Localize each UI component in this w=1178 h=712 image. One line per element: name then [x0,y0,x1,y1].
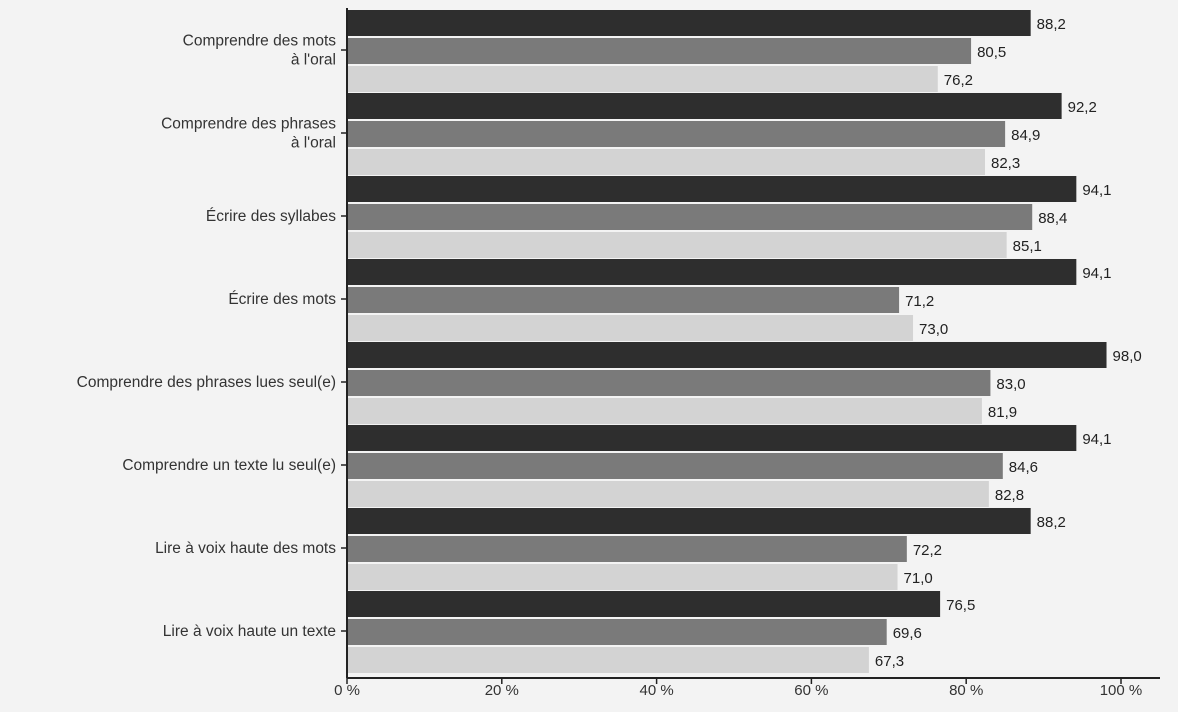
x-tick-label: 100 % [1100,682,1143,699]
bar-group: 98,0 83,0 81,9 Comprendre des phrases lues … [77,342,1142,424]
data-label: 82,3 [991,155,1020,172]
bar [348,508,1031,534]
bar-group: 88,2 80,576,2 Comprendre des mots à l'oral [183,10,1066,92]
x-tick-label: 80 % [949,682,983,699]
category-label: Comprendre des phrases [161,116,336,133]
bar [348,591,941,617]
data-label: 92,2 [1068,99,1097,116]
category-label: Lire à voix haute des mots [155,540,336,557]
data-label: 94,1 [1082,431,1111,448]
data-label: 84,6 [1009,459,1038,476]
data-label: 94,1 [1082,265,1111,282]
bar-group: 92,2 84,9 82,3 Comprendre des phrases à l'or… [161,93,1097,175]
data-label: 83,0 [996,376,1025,393]
bar [348,619,887,645]
data-label: 76,2 [944,72,973,89]
x-tick-label: 0 % [334,682,360,699]
data-label: 80,5 [977,44,1006,61]
category-label: Comprendre des mots [183,33,337,50]
bar [348,453,1003,479]
data-label: 69,6 [893,625,922,642]
data-label: 88,4 [1038,210,1067,227]
bar [348,10,1031,36]
bar [348,232,1007,258]
bar-group: 88,2 72,2 71,0 Lire à voix haute des mots [155,508,1066,590]
data-label: 84,9 [1011,127,1040,144]
category-label: Lire à voix haute un texte [163,623,336,640]
category-label: Comprendre des phrases lues seul(e) [77,374,336,391]
data-label: 88,2 [1037,16,1066,33]
data-label: 73,0 [919,321,948,338]
bar [348,204,1033,230]
x-tick-label: 20 % [485,682,519,699]
category-label: Comprendre un texte lu seul(e) [122,457,336,474]
bar [348,425,1077,451]
bar [348,398,982,424]
category-label: Écrire des syllabes [206,208,336,225]
category-label: Écrire des mots [228,291,336,308]
bar [348,536,907,562]
category-label: à l'oral [291,52,336,69]
data-label: 88,2 [1037,514,1066,531]
bar-group: 76,5 69,6 67,3 Lire à voix haute un texte [163,591,975,673]
bar [348,342,1107,368]
data-label: 72,2 [913,542,942,559]
bar [348,93,1062,119]
bar [348,121,1006,147]
data-label: 67,3 [875,653,904,670]
data-label: 98,0 [1113,348,1142,365]
bar [348,38,972,64]
bar-group: 94,1 88,4 85,1 Écrire des syllabes [206,176,1112,258]
bar-group: 94,1 84,6 82,8 Comprendre un texte lu seul(… [122,425,1112,507]
data-label: 82,8 [995,487,1024,504]
bar [348,66,938,92]
data-label: 81,9 [988,404,1017,421]
category-label: à l'oral [291,135,336,152]
bar [348,176,1077,202]
data-label: 94,1 [1082,182,1111,199]
x-tick-label: 40 % [639,682,673,699]
data-label: 71,2 [905,293,934,310]
data-label: 71,0 [904,570,933,587]
bar [348,370,991,396]
x-tick-label: 60 % [794,682,828,699]
bar [348,481,989,507]
bar [348,259,1077,285]
bar [348,315,914,341]
bar [348,564,898,590]
data-label: 76,5 [946,597,975,614]
bar [348,287,900,313]
bar-group: 94,1 71,2 73,0 Écrire des mots [228,259,1112,341]
bar [348,149,986,175]
bar [348,647,869,673]
data-label: 85,1 [1013,238,1042,255]
